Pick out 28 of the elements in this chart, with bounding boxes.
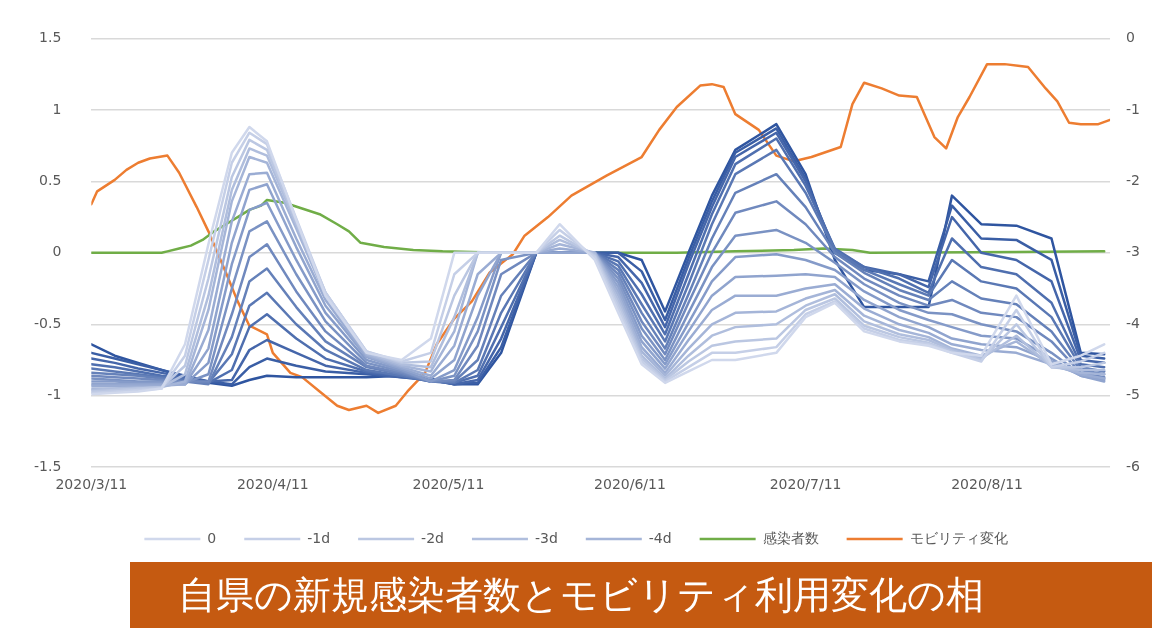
y2-tick-label: -5 bbox=[1126, 386, 1141, 403]
y2-tick-label: -3 bbox=[1126, 243, 1141, 260]
x-tick-label: 2020/7/11 bbox=[769, 476, 842, 493]
y-tick-label: -0.5 bbox=[33, 314, 62, 331]
y2-tick-label: -1 bbox=[1126, 100, 1141, 117]
y-tick-label: 1.5 bbox=[39, 29, 62, 46]
y2-tick-label: -4 bbox=[1126, 314, 1141, 331]
y2-tick-label: 0 bbox=[1126, 29, 1135, 46]
x-tick-label: 2020/5/11 bbox=[412, 476, 485, 493]
legend-label: モビリティ変化 bbox=[909, 529, 1008, 546]
y-tick-label: -1 bbox=[47, 386, 62, 403]
y-tick-label: -1.5 bbox=[33, 457, 62, 474]
x-tick-label: 2020/4/11 bbox=[236, 476, 309, 493]
legend-label: -1d bbox=[307, 529, 331, 546]
y2-tick-label: -6 bbox=[1126, 457, 1141, 474]
y-tick-label: 0.5 bbox=[39, 171, 62, 188]
legend-label: -3d bbox=[534, 529, 558, 546]
text: 自県の新規感染者数とモビリティ利用変化の相 bbox=[130, 562, 1152, 628]
x-tick-label: 2020/6/11 bbox=[594, 476, 666, 493]
y-tick-label: 0 bbox=[52, 243, 62, 260]
y2-tick-label: -2 bbox=[1126, 171, 1141, 188]
legend-label: -2d bbox=[421, 529, 444, 546]
legend-label: -4d bbox=[648, 529, 672, 546]
legend-label: 感染者数 bbox=[762, 529, 819, 546]
legend-label: 0 bbox=[207, 529, 217, 546]
x-tick-label: 2020/8/11 bbox=[951, 476, 1023, 493]
y-tick-label: 1 bbox=[52, 100, 62, 117]
x-tick-label: 2020/3/11 bbox=[55, 476, 128, 493]
